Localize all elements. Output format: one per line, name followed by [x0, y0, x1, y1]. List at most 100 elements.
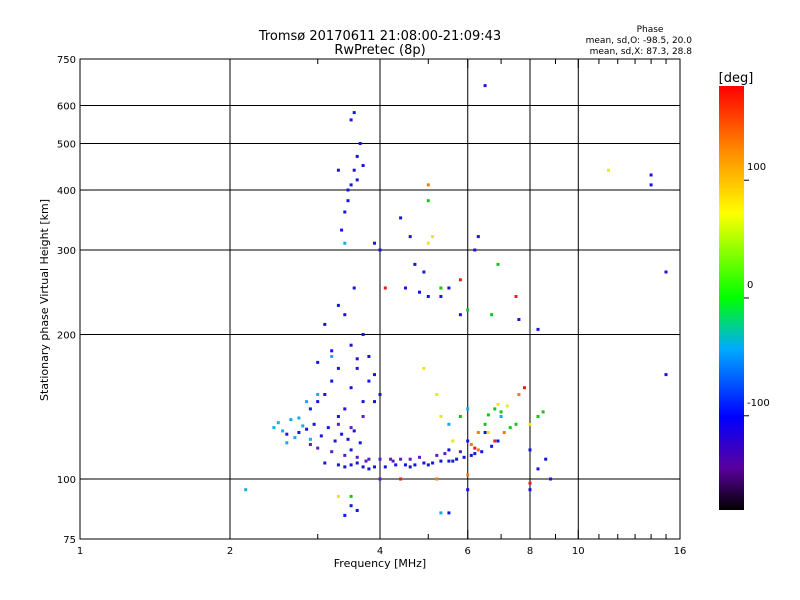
data-point	[528, 481, 532, 485]
data-point	[378, 457, 382, 461]
data-point	[349, 183, 353, 187]
data-point	[486, 413, 490, 417]
data-point	[389, 457, 393, 461]
data-point	[285, 432, 289, 436]
colorbar-tick-label: 0	[747, 280, 753, 291]
data-point	[355, 455, 359, 459]
data-point	[367, 355, 371, 358]
data-point	[293, 436, 297, 440]
x-axis-label: Frequency [MHz]	[334, 557, 426, 570]
data-point	[378, 248, 382, 252]
axis-ticks: 1 2 4 6 8 10 16 75 100 200 300 400 500 600 750	[57, 55, 686, 557]
data-point	[505, 404, 509, 408]
data-point	[476, 431, 480, 434]
data-point	[355, 357, 359, 361]
data-point	[443, 452, 447, 456]
data-point	[399, 477, 403, 481]
y-tick-label: 500	[57, 140, 76, 151]
data-point	[469, 443, 473, 446]
data-point	[399, 457, 403, 461]
data-point	[514, 422, 518, 426]
data-point	[352, 111, 356, 115]
data-points	[244, 84, 668, 517]
colorbar-ticks: -100 0 100	[744, 162, 770, 417]
data-point	[349, 426, 353, 430]
data-point	[346, 199, 350, 203]
y-tick-label: 750	[57, 55, 76, 66]
data-point	[426, 463, 430, 467]
data-point	[499, 410, 503, 414]
data-point	[367, 457, 371, 461]
data-point	[473, 248, 477, 252]
data-point	[544, 457, 548, 461]
data-point	[352, 429, 356, 433]
data-point	[458, 278, 462, 282]
data-point	[343, 407, 347, 411]
data-point	[649, 173, 653, 177]
data-point	[361, 415, 365, 418]
data-point	[276, 421, 280, 425]
data-point	[343, 453, 347, 457]
data-point	[496, 439, 500, 443]
data-point	[391, 459, 395, 463]
data-point	[473, 452, 477, 456]
data-point	[536, 415, 540, 418]
data-point	[323, 322, 327, 326]
data-point	[361, 400, 365, 404]
x-tick-label: 10	[572, 546, 585, 557]
data-point	[399, 216, 403, 220]
data-point	[483, 422, 487, 426]
data-point	[352, 286, 356, 290]
data-point	[466, 488, 470, 492]
data-point	[330, 379, 334, 383]
data-point	[426, 295, 430, 298]
data-point	[439, 286, 443, 290]
data-point	[355, 178, 359, 182]
stats-header: Phase	[637, 25, 664, 35]
data-point	[502, 431, 506, 434]
colorbar-tick-label: -100	[747, 398, 770, 409]
data-point	[346, 437, 350, 441]
data-point	[408, 457, 412, 461]
data-point	[336, 168, 340, 172]
data-point	[439, 295, 443, 298]
data-point	[346, 188, 350, 192]
data-point	[373, 241, 376, 245]
data-point	[378, 477, 382, 481]
x-tick-label: 6	[465, 546, 471, 557]
data-point	[308, 443, 312, 446]
data-point	[383, 465, 387, 469]
data-point	[343, 241, 347, 245]
data-point	[528, 422, 532, 426]
data-point	[490, 313, 494, 317]
data-point	[333, 439, 337, 443]
data-point	[297, 416, 301, 420]
data-point	[447, 286, 451, 290]
data-point	[451, 459, 455, 463]
data-point	[343, 210, 347, 214]
data-point	[289, 418, 293, 422]
data-point	[336, 494, 340, 498]
data-point	[499, 415, 503, 418]
data-point	[435, 477, 439, 481]
data-point	[490, 444, 494, 448]
data-point	[394, 463, 398, 467]
data-point	[469, 453, 473, 457]
data-point	[549, 477, 553, 481]
data-point	[330, 450, 334, 454]
data-point	[297, 431, 301, 434]
data-point	[447, 459, 451, 463]
data-point	[607, 168, 610, 172]
data-point	[349, 448, 353, 452]
y-tick-label: 75	[63, 535, 76, 546]
data-point	[323, 393, 327, 396]
data-point	[367, 467, 371, 471]
data-point	[466, 407, 470, 411]
y-tick-label: 100	[57, 475, 76, 486]
data-point	[486, 431, 490, 434]
data-point	[496, 403, 500, 406]
data-point	[312, 422, 316, 426]
data-point	[343, 513, 347, 517]
data-point	[349, 463, 353, 467]
